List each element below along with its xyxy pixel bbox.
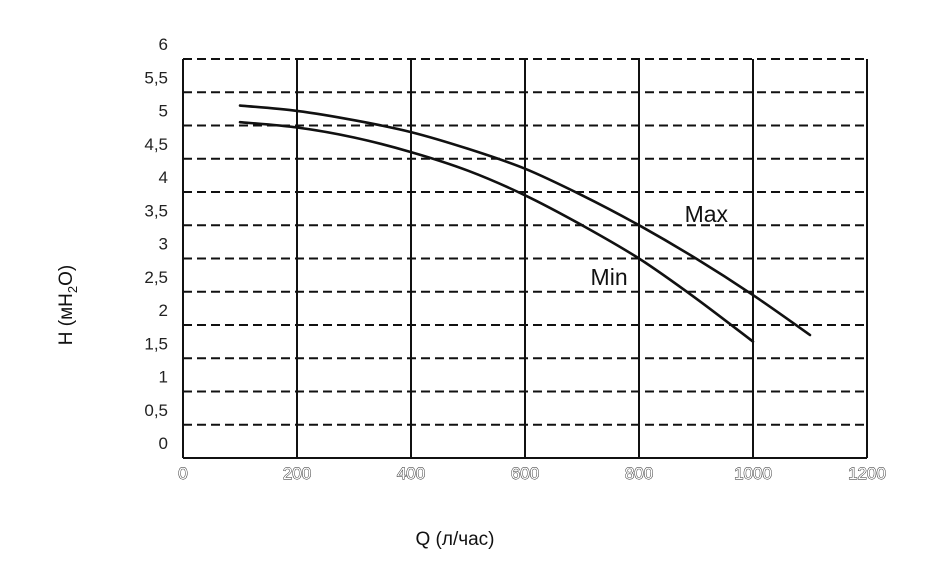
y-tick-label-1: 1: [159, 368, 168, 387]
y-tick-labels: 0 0,5 1 1,5 2 2,5 3 3,5 4 4,5 5 5,5 6: [144, 35, 168, 453]
y-tick-label-4_5: 4,5: [144, 135, 168, 154]
series-label-min: Min: [591, 264, 628, 290]
y-tick-label-5_5: 5,5: [144, 68, 168, 87]
x-tick-label-800: 800: [625, 464, 653, 483]
y-tick-label-5: 5: [159, 102, 168, 121]
y-axis-label-subscript: 2: [65, 286, 80, 293]
x-tick-label-0: 0: [178, 464, 187, 483]
series-line-min: [238, 120, 755, 343]
y-tick-label-2_5: 2,5: [144, 268, 168, 287]
y-tick-label-4: 4: [159, 168, 168, 187]
series: [238, 104, 812, 343]
y-axis-label-h: H: [56, 293, 77, 307]
y-tick-label-1_5: 1,5: [144, 334, 168, 353]
axes: [182, 59, 867, 459]
x-tick-label-400: 400: [397, 464, 425, 483]
series-labels: Max Min: [591, 201, 729, 290]
x-tick-labels: 0 200 400 600 800 1000 1200: [178, 464, 887, 484]
grid: [183, 58, 868, 458]
y-tick-label-3_5: 3,5: [144, 201, 168, 220]
y-tick-label-0_5: 0,5: [144, 401, 168, 420]
series-label-max: Max: [685, 201, 729, 227]
x-tick-label-200: 200: [283, 464, 311, 483]
x-tick-label-600: 600: [511, 464, 539, 483]
x-tick-label-1000: 1000: [734, 464, 772, 483]
y-axis-label: H (мH2O): [56, 265, 80, 345]
y-tick-label-6: 6: [159, 35, 168, 54]
y-tick-label-3: 3: [159, 235, 168, 254]
series-line-max: [238, 104, 812, 337]
x-axis-label: Q (л/час): [415, 529, 494, 550]
x-tick-label-1200: 1200: [848, 464, 886, 483]
y-tick-label-2: 2: [159, 301, 168, 320]
y-axis-label-prefix: H (м: [56, 307, 77, 345]
y-tick-label-0: 0: [159, 434, 168, 453]
y-axis-label-suffix: O): [56, 265, 77, 286]
